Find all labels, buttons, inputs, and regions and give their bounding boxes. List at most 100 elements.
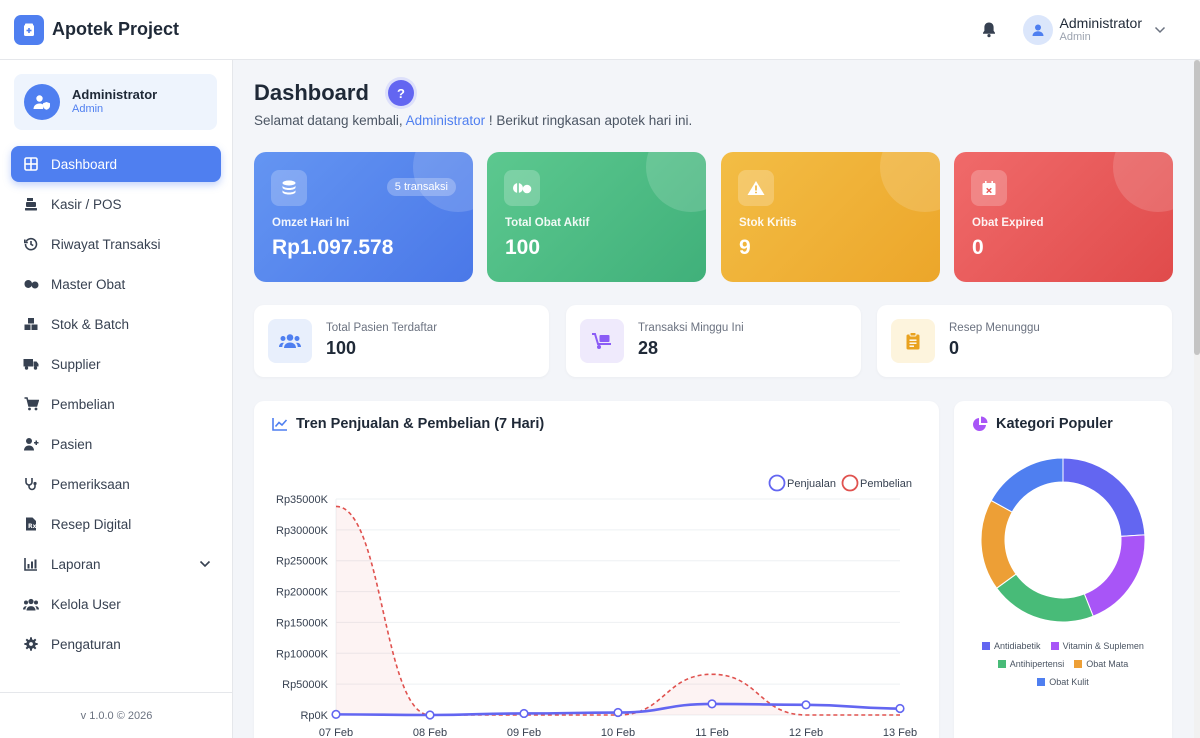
sidebar-item-stok-batch[interactable]: Stok & Batch [11, 306, 221, 342]
mini-card-total-pasien: Total Pasien Terdaftar 100 [254, 305, 549, 377]
sidebar-item-pembelian[interactable]: Pembelian [11, 386, 221, 422]
sales-trend-panel: Tren Penjualan & Pembelian (7 Hari) Rp0K… [254, 401, 939, 738]
stethoscope-icon [23, 476, 39, 492]
sidebar-item-pasien[interactable]: Pasien [11, 426, 221, 462]
user-shield-icon [24, 84, 60, 120]
bell-icon[interactable] [979, 20, 999, 40]
legend-label: Antihipertensi [1009, 659, 1065, 669]
users-icon [23, 596, 39, 612]
legend-label: Obat Kulit [1049, 677, 1089, 687]
legend-label: Obat Mata [1086, 659, 1129, 669]
sales-trend-title: Tren Penjualan & Pembelian (7 Hari) [272, 416, 544, 432]
data-point-penjualan [801, 700, 811, 710]
stat-label: Stok Kritis [739, 217, 797, 229]
user-avatar[interactable] [1022, 14, 1053, 45]
legend-item[interactable]: Vitamin & Suplemen [1050, 641, 1144, 651]
y-tick-label: Rp35000K [276, 494, 329, 506]
sidebar-item-label: Resep Digital [51, 516, 132, 532]
chevron-down-icon[interactable] [1154, 26, 1166, 34]
x-tick-label: 12 Feb [789, 727, 823, 738]
stat-label: Total Obat Aktif [505, 217, 590, 229]
greeting-prefix: Selamat datang kembali, [254, 113, 403, 128]
stat-card-total-obat: Total Obat Aktif 100 [487, 152, 706, 282]
legend-item[interactable]: Antidiabetik [982, 641, 1041, 651]
sidebar-item-laporan[interactable]: Laporan [11, 546, 221, 582]
data-point-penjualan [895, 703, 905, 714]
chevron-down-icon[interactable] [199, 560, 211, 568]
app-version: v 1.0.0 © 2026 [0, 692, 233, 738]
y-tick-label: Rp30000K [276, 525, 329, 537]
sidebar-item-kelola-user[interactable]: Kelola User [11, 586, 221, 622]
mini-stat-value: 28 [638, 338, 659, 358]
report-icon [23, 556, 39, 572]
sidebar-item-label: Kasir / POS [51, 196, 122, 212]
boxes-icon [23, 316, 39, 332]
sidebar-profile-card: Administrator Admin [14, 74, 217, 130]
card-decoration [880, 152, 940, 212]
sidebar-item-dashboard[interactable]: Dashboard [11, 146, 221, 182]
data-point-penjualan [331, 709, 341, 719]
stat-label: Omzet Hari Ini [272, 217, 350, 229]
sidebar-item-label: Pembelian [51, 396, 115, 412]
sidebar-item-kasir[interactable]: Kasir / POS [11, 186, 221, 222]
users-icon [268, 319, 312, 363]
data-point-penjualan [425, 710, 435, 720]
legend-item[interactable]: Antihipertensi [997, 659, 1065, 669]
vertical-scrollbar[interactable] [1194, 60, 1200, 738]
app-title: Apotek Project [52, 19, 180, 39]
legend-item[interactable]: Obat Mata [1074, 659, 1128, 669]
legend-swatch [1037, 678, 1046, 686]
sidebar-item-pemeriksaan[interactable]: Pemeriksaan [11, 466, 221, 502]
series-area-pembelian [336, 506, 900, 715]
user-name: Administrator [1059, 14, 1142, 31]
legend-label: Vitamin & Suplemen [1062, 641, 1144, 651]
mini-card-resep-menunggu: Resep Menunggu 0 [877, 305, 1172, 377]
legend-marker [841, 474, 859, 492]
svg-text:Rx: Rx [28, 523, 37, 530]
sidebar-item-label: Master Obat [51, 276, 126, 292]
sidebar-item-riwayat-transaksi[interactable]: Riwayat Transaksi [11, 226, 221, 262]
mini-stat-label: Resep Menunggu [949, 322, 1040, 334]
clipboard-icon [891, 319, 935, 363]
top-bar: Apotek Project Administrator Admin [0, 0, 1200, 60]
sidebar-item-label: Laporan [51, 556, 101, 572]
dolly-icon [580, 319, 624, 363]
help-button[interactable]: ? [388, 80, 414, 106]
category-donut-chart [980, 457, 1146, 623]
pills-icon [504, 170, 540, 206]
donut-slice [995, 573, 1094, 623]
sidebar-item-pengaturan[interactable]: Pengaturan [11, 626, 221, 662]
card-decoration [1113, 152, 1173, 212]
stat-value: 100 [505, 236, 541, 259]
dashboard-icon [23, 156, 39, 172]
sidebar-item-supplier[interactable]: Supplier [11, 346, 221, 382]
user-menu[interactable]: Administrator Admin [1060, 15, 1142, 45]
donut-legend-row: Antidiabetik Vitamin & Suplemen [954, 641, 1172, 651]
pie-icon [972, 416, 988, 432]
coins-icon [271, 170, 307, 206]
legend-item[interactable]: Obat Kulit [1037, 677, 1089, 687]
donut-legend-row: Antihipertensi Obat Mata [954, 659, 1172, 669]
data-point-penjualan [707, 699, 717, 709]
sidebar-item-resep-digital[interactable]: Rx Resep Digital [11, 506, 221, 542]
welcome-text: Selamat datang kembali, Administrator ! … [254, 113, 692, 128]
legend-label: Pembelian [860, 478, 912, 490]
sidebar-item-label: Pasien [51, 436, 93, 452]
y-tick-label: Rp15000K [276, 617, 329, 629]
truck-icon [23, 356, 39, 372]
sidebar-item-label: Stok & Batch [51, 316, 130, 332]
sidebar-item-master-obat[interactable]: Master Obat [11, 266, 221, 302]
stat-card-omzet: 5 transaksi Omzet Hari Ini Rp1.097.578 [254, 152, 473, 282]
scrollbar-thumb[interactable] [1194, 60, 1200, 355]
patient-icon [23, 436, 39, 452]
card-decoration [646, 152, 706, 212]
sidebar-item-label: Kelola User [51, 596, 121, 612]
stat-value: 9 [739, 236, 751, 259]
sidebar-item-label: Riwayat Transaksi [51, 236, 161, 252]
x-tick-label: 09 Feb [507, 727, 541, 738]
legend-label: Penjualan [787, 478, 836, 490]
cart-icon [23, 396, 39, 412]
x-tick-label: 11 Feb [695, 727, 728, 738]
stat-value: Rp1.097.578 [272, 236, 394, 259]
x-tick-label: 13 Feb [883, 727, 917, 738]
